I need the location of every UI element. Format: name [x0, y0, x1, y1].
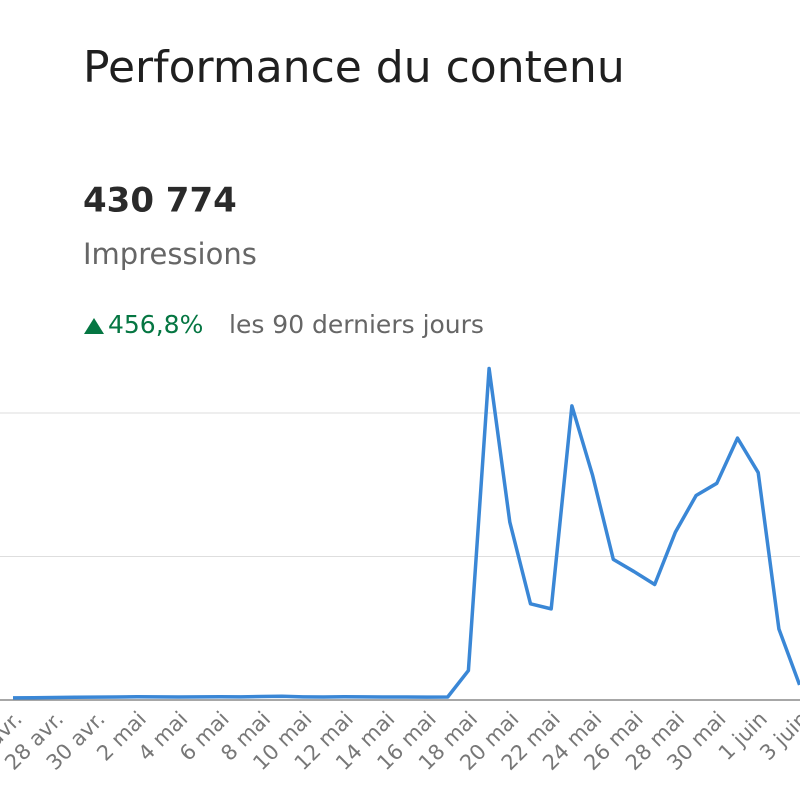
metric-label: Impressions — [83, 237, 257, 271]
period-label: les 90 derniers jours — [229, 310, 484, 339]
total-value: 430 774 — [83, 181, 237, 221]
data-line — [12, 366, 800, 700]
card-title: Performance du contenu — [83, 42, 625, 93]
up-arrow-icon — [84, 318, 104, 334]
change-value: 456,8% — [108, 310, 203, 339]
